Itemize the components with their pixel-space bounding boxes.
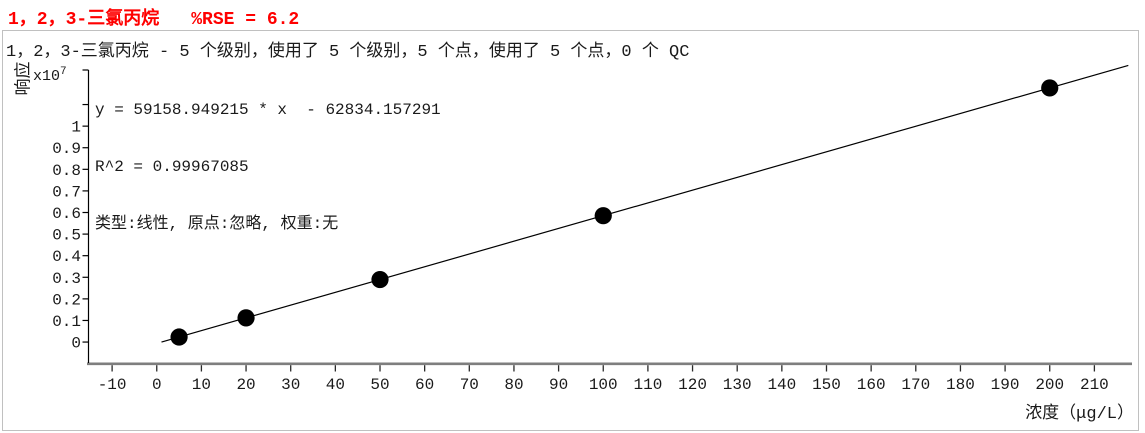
x-tick-label: 120 [678, 376, 707, 394]
data-point [371, 270, 389, 289]
x-tick-label: 70 [460, 376, 479, 394]
x-tick-label: 80 [504, 376, 523, 394]
x-tick-label: 110 [633, 376, 662, 394]
y-tick-label: 0.3 [52, 270, 81, 288]
y-tick-label: 0.7 [52, 183, 81, 201]
y-tick-label: 0.9 [52, 140, 81, 158]
x-tick-label: 170 [901, 376, 930, 394]
x-tick-label: 190 [991, 376, 1020, 394]
x-tick-label: 200 [1035, 376, 1064, 394]
curve-settings-line: 类型:线性, 原点:忽略, 权重:无 [95, 215, 339, 233]
y-tick-label: 0 [71, 335, 81, 353]
x-tick-label: 0 [152, 376, 162, 394]
x-tick-label: 40 [326, 376, 345, 394]
x-axis-title: 浓度（μg/L） [1025, 405, 1134, 424]
rse-value: %RSE = 6.2 [191, 10, 300, 30]
x-tick-label: 150 [812, 376, 841, 394]
y-tick-label: 0.4 [52, 248, 81, 266]
page-title: 1，2，3-三氯丙烷 %RSE = 6.2 [8, 4, 299, 30]
x-tick-label: 90 [549, 376, 568, 394]
x-tick-label: 140 [767, 376, 796, 394]
y-tick-label: 0.2 [52, 291, 81, 309]
equation-block: y = 59158.949215 * x - 62834.157291 R^2 … [95, 63, 441, 253]
x-tick-label: 160 [857, 376, 886, 394]
data-point [594, 207, 612, 225]
y-tick-label: 0.5 [52, 227, 81, 245]
x-tick-label: 100 [589, 376, 618, 394]
x-tick-label: 210 [1080, 376, 1109, 394]
x-tick-label: 20 [236, 376, 255, 394]
compound-name: 1，2，3-三氯丙烷 [8, 10, 160, 30]
regression-line [161, 64, 1129, 343]
x-tick-label: 130 [723, 376, 752, 394]
calibration-summary: 1，2，3-三氯丙烷 - 5 个级别，使用了 5 个级别，5 个点，使用了 5 … [6, 43, 690, 62]
data-point [1041, 79, 1059, 97]
equation-line: y = 59158.949215 * x - 62834.157291 [95, 101, 441, 119]
r-squared-line: R^2 = 0.99967085 [95, 158, 249, 176]
y-tick-label: 0.1 [52, 313, 81, 331]
y-tick-label: 0.6 [52, 205, 81, 223]
y-tick-label: 0.8 [52, 162, 81, 180]
x-tick-label: -10 [98, 376, 127, 394]
y-tick-label: 1 [71, 119, 81, 137]
x-tick-label: 50 [370, 376, 389, 394]
x-tick-label: 180 [946, 376, 975, 394]
data-point [170, 328, 188, 346]
y-scale-exponent: 7 [60, 66, 67, 78]
x-tick-label: 30 [281, 376, 300, 394]
data-point [237, 309, 255, 327]
x-tick-label: 60 [415, 376, 434, 394]
y-scale-base: x10 [33, 68, 61, 85]
x-tick-label: 10 [192, 376, 211, 394]
y-axis-scale-factor: x107 [33, 66, 67, 85]
